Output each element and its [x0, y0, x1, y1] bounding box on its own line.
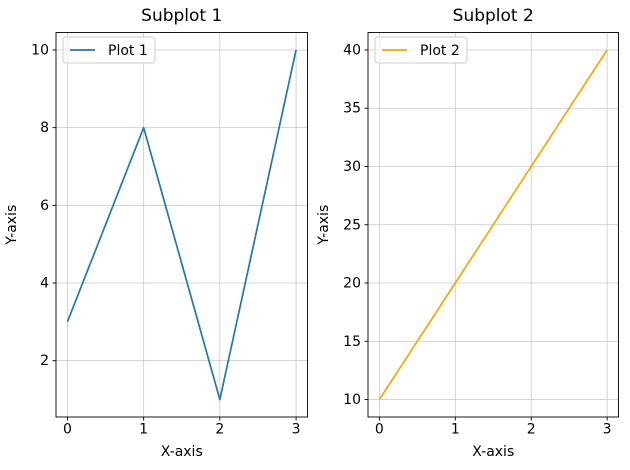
subplot-title: Subplot 1: [141, 6, 222, 26]
x-axis-label: X-axis: [472, 444, 514, 460]
legend-box: [62, 36, 156, 64]
y-tick-label: 35: [343, 101, 361, 117]
x-axis-label: X-axis: [161, 444, 203, 460]
subplot-title: Subplot 2: [453, 6, 534, 26]
x-tick-label: 1: [139, 422, 148, 438]
x-tick-label: 2: [215, 422, 224, 438]
subplot-1: 0 1 2 3 2 4 6 8 10 Subplot 1 X-axis Y-axis Plot 1: [4, 6, 308, 460]
legend-label: Plot 1: [108, 43, 148, 59]
x-tick-label: 0: [63, 422, 72, 438]
axes-spines: [55, 32, 308, 418]
y-axis-label: Y-axis: [316, 205, 332, 246]
data-line: [66, 49, 297, 401]
y-tick-label: 6: [40, 198, 49, 214]
legend: Plot 2: [374, 36, 468, 64]
x-tick-label: 1: [451, 422, 460, 438]
y-axis-label: Y-axis: [4, 205, 20, 246]
data-line: [378, 49, 608, 400]
grid: [56, 32, 308, 417]
x-tick-label: 3: [292, 422, 301, 438]
x-tick-label: 3: [603, 422, 612, 438]
y-tick-label: 25: [343, 217, 361, 233]
x-tick-label: 0: [375, 422, 384, 438]
y-tick-label: 10: [31, 42, 49, 58]
y-tick-label: 30: [343, 159, 361, 175]
subplot-2: 0 1 2 3 10 15 20 25 30 35 40 Subplot 2 X-axis Y-axis P…: [316, 6, 619, 460]
y-tick-label: 8: [40, 120, 49, 136]
y-tick-label: 40: [343, 42, 361, 58]
y-tick-label: 15: [343, 334, 361, 350]
legend-box: [374, 36, 468, 64]
y-tick-label: 2: [40, 353, 49, 369]
y-tick-label: 20: [343, 276, 361, 292]
legend: Plot 1: [62, 36, 156, 64]
y-tick-label: 4: [40, 276, 49, 292]
y-tick-label: 10: [343, 392, 361, 408]
x-tick-label: 2: [527, 422, 536, 438]
legend-label: Plot 2: [420, 43, 460, 59]
